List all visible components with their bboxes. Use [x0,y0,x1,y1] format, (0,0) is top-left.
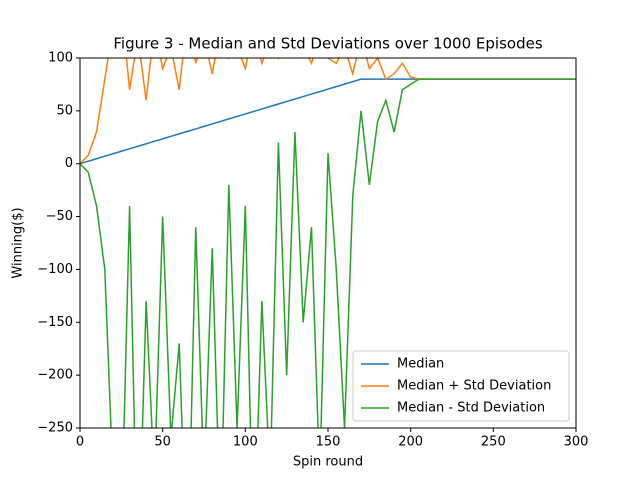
data-line [80,78,576,428]
x-tick-label: 0 [76,435,84,450]
legend-box [352,350,570,422]
x-tick-label: 300 [564,435,589,450]
x-tick-label: 250 [481,435,506,450]
legend-label: Median + Std Deviation [397,379,551,394]
x-tick-label: 200 [398,435,423,450]
y-tick-label: −250 [37,421,73,436]
y-tick-label: 100 [48,51,73,66]
y-axis-label: Winning($) [11,207,26,278]
y-tick-label: 50 [56,103,73,118]
y-tick-label: −150 [37,315,73,330]
y-tick-label: 0 [65,156,73,171]
x-tick-label: 100 [233,435,258,450]
chart-title: Figure 3 - Median and Std Deviations ove… [113,35,542,53]
legend-label: Median - Std Deviation [397,401,545,416]
y-tick-label: −100 [37,262,73,277]
x-axis-label: Spin round [293,455,363,470]
x-tick-label: 50 [154,435,171,450]
y-tick-label: −50 [46,209,73,224]
legend-label: Median [397,357,444,372]
y-tick-label: −200 [37,368,73,383]
x-tick-label: 150 [316,435,341,450]
plot-lines [80,58,576,428]
